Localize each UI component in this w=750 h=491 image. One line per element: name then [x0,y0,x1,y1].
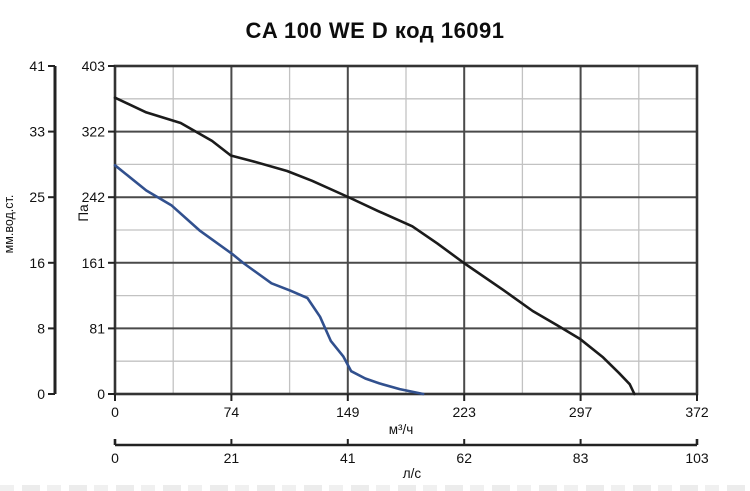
x-axis-tick-label: 372 [685,404,709,420]
chart-title: CA 100 WE D код 16091 [245,18,505,43]
curve-pressure-curve-low-speed [113,164,425,396]
x-axis-tick-label: 0 [111,404,119,420]
y2-axis-title: мм.вод.ст. [2,195,16,254]
x2-axis-tick-label: 0 [111,450,119,466]
y-axis-tick-label: 403 [82,58,106,74]
page-edge-artifact [0,485,750,491]
x-axis-tick-label: 74 [224,404,240,420]
y2-axis-tick-label: 0 [37,386,45,402]
x2-axis-tick-label: 83 [573,450,589,466]
x2-axis-tick-label: 103 [685,450,709,466]
y-axis-tick-label: 161 [82,255,106,271]
x-axis-title: м³/ч [389,422,414,437]
x2-axis-tick-label: 41 [340,450,356,466]
y2-axis-tick-label: 16 [29,255,45,271]
x-axis-tick-label: 149 [336,404,360,420]
y-axis-title: Па [76,204,91,222]
plot-border [113,64,699,396]
grid-minor [115,66,697,394]
x-axis-tick-label: 223 [453,404,477,420]
y-axis-tick-label: 242 [82,189,106,205]
y-axis-tick-label: 0 [97,386,105,402]
grid-major [115,66,697,394]
x2-axis-title: л/с [403,466,422,481]
x-axis-tick-label: 297 [569,404,593,420]
y-axis-tick-label: 322 [82,124,106,140]
y2-axis-tick-label: 25 [29,189,45,205]
curve-pressure-curve-high-speed [113,96,636,396]
x2-axis-tick-label: 62 [456,450,472,466]
x2-axis-tick-label: 21 [224,450,240,466]
y2-axis-tick-label: 33 [29,124,45,140]
y2-axis-tick-label: 8 [37,320,45,336]
y-axis-tick-label: 81 [89,320,105,336]
y2-axis-tick-label: 41 [29,58,45,74]
